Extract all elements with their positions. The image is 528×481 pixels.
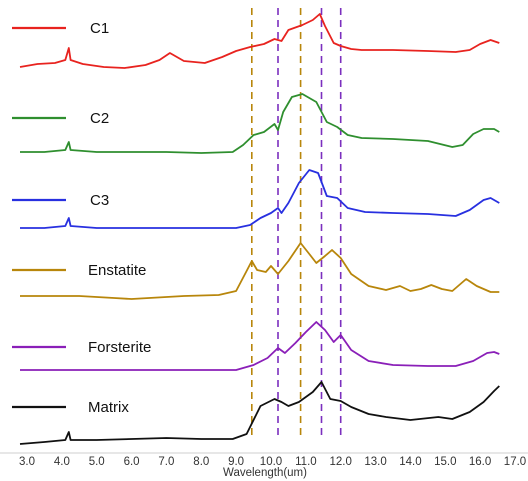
legend-label: Forsterite bbox=[88, 339, 151, 356]
x-tick-label: 17.0 bbox=[504, 456, 526, 468]
series-line-c2 bbox=[20, 93, 500, 154]
series-line-enstatite bbox=[20, 242, 500, 300]
x-tick-label: 6.0 bbox=[124, 456, 140, 468]
x-tick-label: 5.0 bbox=[89, 456, 105, 468]
series-line-c3 bbox=[20, 169, 500, 229]
x-tick-label: 10.0 bbox=[260, 456, 282, 468]
x-tick-label: 13.0 bbox=[364, 456, 386, 468]
x-tick-label: 15.0 bbox=[434, 456, 456, 468]
x-tick-label: 9.0 bbox=[228, 456, 244, 468]
legend-label: Matrix bbox=[88, 399, 129, 416]
reference-lines bbox=[251, 8, 342, 438]
series-lines bbox=[19, 13, 500, 445]
x-tick-label: 11.0 bbox=[295, 456, 317, 468]
x-tick-label: 3.0 bbox=[19, 456, 35, 468]
legend-entries: C1 C2 C3 Enstatite Forsterite Matrix bbox=[12, 20, 151, 416]
x-tick-labels: 3.0 4.0 5.0 6.0 7.0 8.0 9.0 10.0 11.0 12.0 13.0 14.… bbox=[19, 456, 526, 468]
legend-label: C1 bbox=[90, 20, 109, 37]
legend-label: C3 bbox=[90, 192, 109, 209]
x-tick-label: 4.0 bbox=[54, 456, 70, 468]
x-tick-label: 14.0 bbox=[399, 456, 421, 468]
legend-label: C2 bbox=[90, 110, 109, 127]
series-line-forsterite bbox=[20, 321, 500, 371]
x-axis-title: Wavelength(um) bbox=[223, 467, 307, 479]
x-tick-label: 16.0 bbox=[469, 456, 491, 468]
x-tick-label: 7.0 bbox=[158, 456, 174, 468]
series-line-c1 bbox=[19, 13, 500, 69]
series-line-matrix bbox=[19, 381, 500, 445]
plot-area: C1 C2 C3 Enstatite Forsterite Matrix 3.0 4.0 5.… bbox=[0, 8, 528, 468]
x-tick-label: 8.0 bbox=[193, 456, 209, 468]
x-tick-label: 12.0 bbox=[330, 456, 352, 468]
legend-label: Enstatite bbox=[88, 262, 146, 279]
